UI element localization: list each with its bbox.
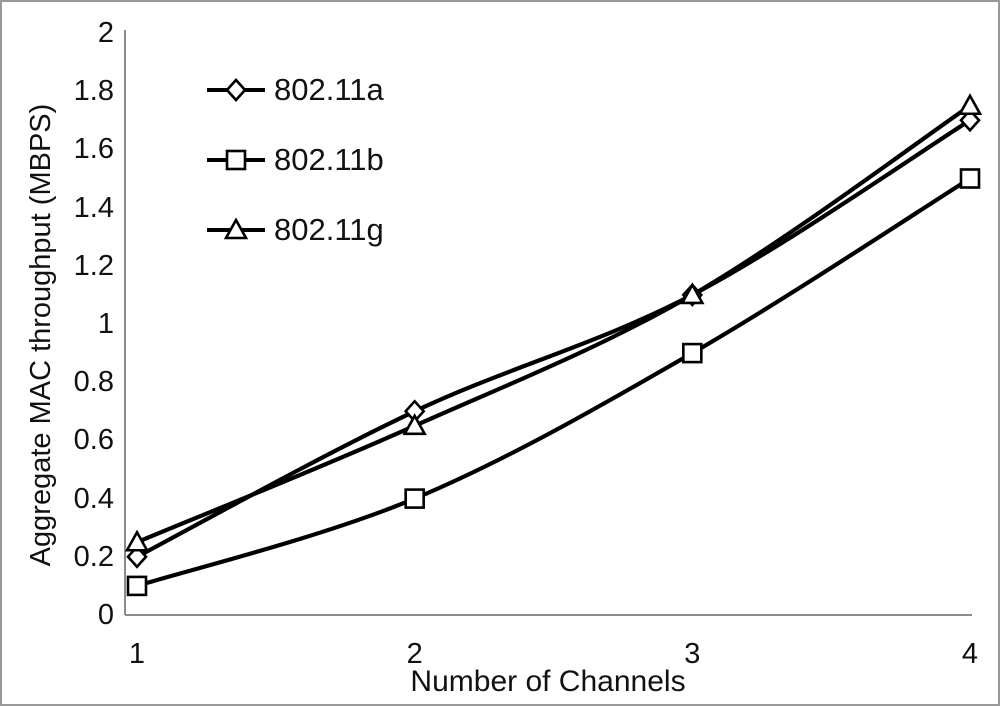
square-marker-icon xyxy=(126,575,148,597)
y-tick-label: 1 xyxy=(97,308,114,340)
square-marker-icon xyxy=(225,149,247,171)
triangle-marker-icon xyxy=(402,413,427,436)
x-tick-label: 4 xyxy=(961,638,979,670)
legend-item-80211g: 802.11g xyxy=(205,195,384,265)
square-marker-icon xyxy=(682,342,703,364)
legend: 802.11a 802.11b 802.11g xyxy=(205,55,384,265)
series-80211g xyxy=(124,93,983,552)
y-tick-label: 1.8 xyxy=(73,75,114,108)
x-tick-label: 2 xyxy=(406,638,423,670)
diamond-marker-icon xyxy=(126,544,148,569)
diamond-marker-icon xyxy=(225,78,247,102)
y-tick-label: 1.2 xyxy=(73,249,114,282)
y-tick-label: 1.4 xyxy=(73,191,114,224)
triangle-marker-icon xyxy=(957,93,983,116)
diamond-marker-icon xyxy=(207,78,265,102)
y-tick-label: 0.8 xyxy=(73,366,114,399)
triangle-marker-icon xyxy=(207,217,265,240)
legend-label: 802.11a xyxy=(274,72,384,107)
series-line xyxy=(136,176,972,588)
square-marker-icon xyxy=(959,168,981,189)
series-line xyxy=(136,104,972,545)
y-tick-label: 0.2 xyxy=(73,540,114,573)
square-marker-icon xyxy=(404,488,425,509)
y-tick-label: 0 xyxy=(97,599,114,631)
legend-label: 802.11b xyxy=(274,142,384,177)
y-tick-label: 1.6 xyxy=(73,133,114,166)
triangle-marker-icon xyxy=(124,529,150,552)
x-axis-title: Number of Channels xyxy=(410,665,686,698)
y-axis-title: Aggregate MAC throughput (MBPS) xyxy=(25,103,57,567)
triangle-marker-icon xyxy=(223,217,249,240)
diamond-marker-icon xyxy=(959,108,981,133)
y-tick-label: 0.6 xyxy=(73,424,114,457)
legend-item-80211a: 802.11a xyxy=(205,55,384,125)
legend-label: 802.11g xyxy=(274,212,384,247)
y-tick-label: 0.4 xyxy=(73,482,114,515)
x-tick-label: 1 xyxy=(128,638,146,670)
triangle-marker-icon xyxy=(680,282,705,305)
series-80211b xyxy=(126,168,981,597)
legend-item-80211b: 802.11b xyxy=(205,125,384,195)
square-marker-icon xyxy=(207,149,265,171)
x-tick-label: 3 xyxy=(684,638,701,670)
y-tick-label: 2 xyxy=(97,17,114,49)
